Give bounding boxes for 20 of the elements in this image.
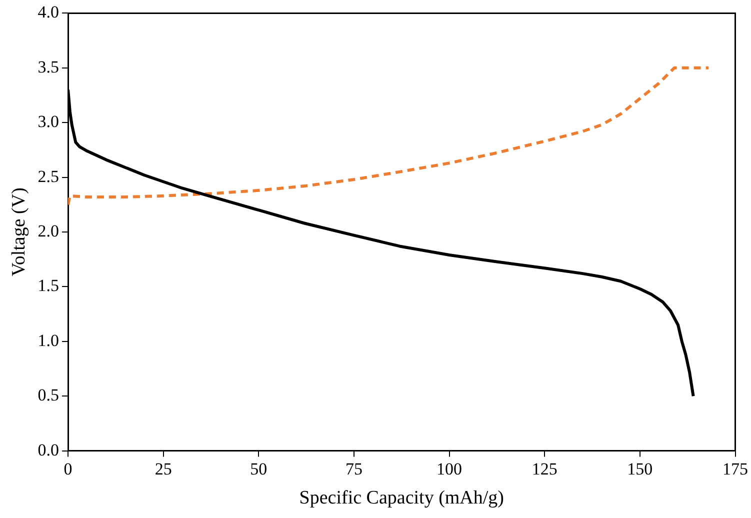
x-tick-label: 175: [722, 459, 748, 478]
y-tick-label: 1.5: [38, 276, 60, 296]
y-tick-label: 2.5: [38, 166, 60, 186]
x-tick-label: 25: [154, 459, 172, 478]
x-tick-label: 75: [345, 459, 362, 478]
line-series: [68, 66, 710, 206]
y-tick-label: 1.0: [38, 330, 60, 350]
x-tick-label: 0: [64, 459, 72, 478]
x-tick-label: 50: [250, 459, 268, 478]
x-axis-title: Specific Capacity (mAh/g): [299, 488, 504, 509]
y-tick-label: 0.0: [38, 440, 60, 460]
y-tick-label: 2.0: [38, 221, 60, 240]
y-axis-title: Voltage (V): [8, 188, 30, 276]
y-tick-label: 0.5: [38, 386, 60, 405]
x-tick-label: 125: [532, 459, 558, 478]
x-tick-label: 100: [436, 459, 462, 478]
y-tick-label: 4.0: [38, 2, 60, 22]
y-tick-label: 3.0: [38, 112, 60, 132]
x-tick-label: 150: [627, 459, 653, 478]
y-tick-label: 3.5: [38, 57, 60, 76]
